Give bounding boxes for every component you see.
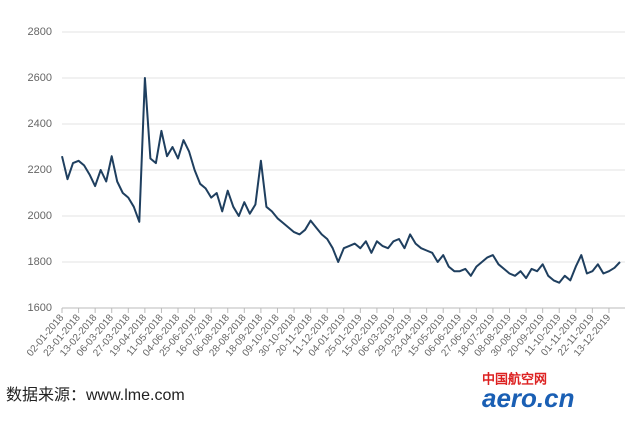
logo-cn: 中国航空网 [482, 371, 547, 386]
source-note: 数据来源：www.lme.com [6, 386, 185, 404]
y-tick-label: 2400 [28, 118, 52, 130]
y-tick-label: 1600 [28, 302, 52, 314]
y-tick-label: 2000 [28, 210, 52, 222]
y-tick-label: 1800 [28, 256, 52, 268]
logo-en: aero.cn [482, 383, 575, 413]
y-tick-label: 2600 [28, 72, 52, 84]
y-tick-label: 2200 [28, 164, 52, 176]
y-tick-label: 2800 [28, 26, 52, 38]
line-series [61, 77, 621, 284]
